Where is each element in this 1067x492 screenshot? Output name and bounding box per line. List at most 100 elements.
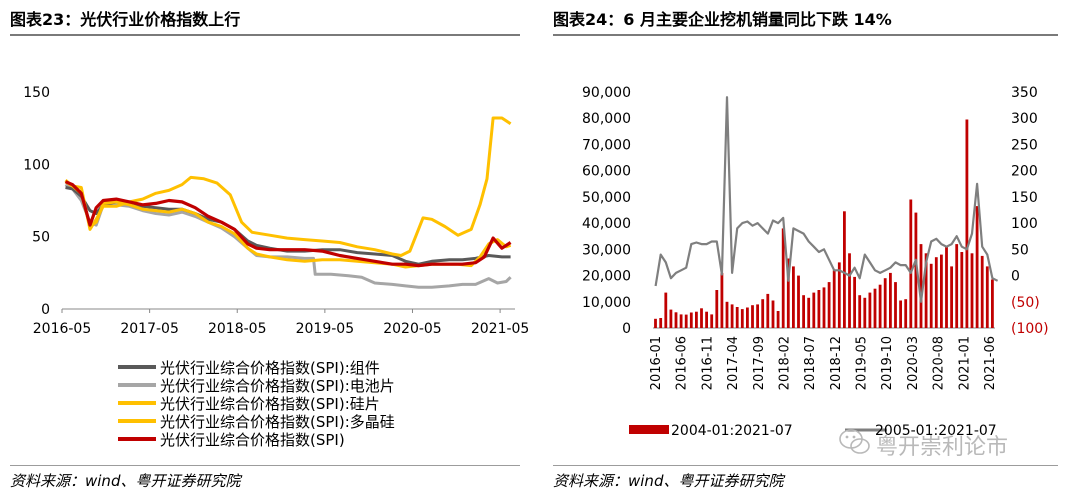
bar xyxy=(674,312,678,328)
bar xyxy=(970,253,974,328)
legend-label-4: 光伏行业综合价格指数(SPI) xyxy=(160,431,345,449)
right-y-tick-label: 150 xyxy=(1011,190,1038,206)
left-chart-title: 图表23：光伏行业价格指数上行 xyxy=(10,10,241,29)
bar xyxy=(695,311,698,328)
bar xyxy=(909,199,913,328)
left-source-rule xyxy=(10,465,520,466)
bar xyxy=(807,297,811,328)
bar xyxy=(654,318,657,328)
bar xyxy=(924,253,928,328)
left-y-tick-label: 40,000 xyxy=(582,216,631,232)
legend-swatch-bar xyxy=(629,425,669,434)
bar xyxy=(929,263,933,328)
watermark: 粤开崇利论市 xyxy=(838,425,1052,461)
bar xyxy=(883,278,887,328)
left-y-tick-label: 10,000 xyxy=(582,295,631,311)
bar xyxy=(817,290,821,328)
right-y-tick-label: 350 xyxy=(1011,85,1038,101)
bar xyxy=(940,254,943,328)
bar xyxy=(725,301,729,328)
left-y-tick-label: 30,000 xyxy=(582,242,631,258)
bar xyxy=(659,318,663,328)
x-tick-label: 2016-05 xyxy=(33,321,92,337)
series-line-yoy xyxy=(654,96,999,303)
left-y-tick-label: 20,000 xyxy=(582,269,631,285)
bar xyxy=(837,262,841,328)
right-title-rule xyxy=(553,34,1058,36)
right-source-rule xyxy=(553,465,1058,466)
bar xyxy=(853,276,856,328)
wechat-icon xyxy=(839,429,870,454)
bar xyxy=(873,288,877,328)
bar xyxy=(705,311,708,328)
left-y-tick-label: 60,000 xyxy=(582,164,631,180)
bar xyxy=(991,279,994,328)
left-y-tick-label: 80,000 xyxy=(582,111,631,127)
series-line-4 xyxy=(64,180,512,268)
right-y-tick-label: 100 xyxy=(1011,216,1038,232)
x-tick-label: 2019-10 xyxy=(880,336,895,390)
bar xyxy=(975,206,979,328)
x-tick-label: 2018-12 xyxy=(829,336,844,390)
y-tick-label: 100 xyxy=(23,157,50,173)
bar xyxy=(822,287,826,328)
bar xyxy=(751,305,754,328)
x-tick-label: 2020-08 xyxy=(932,336,947,390)
bar xyxy=(832,270,836,328)
bar xyxy=(740,309,744,328)
bar xyxy=(664,292,668,328)
y-tick-label: 0 xyxy=(41,302,50,318)
bar xyxy=(761,299,765,328)
bar xyxy=(843,211,846,328)
left-y-tick-label: 50,000 xyxy=(582,190,631,206)
bar xyxy=(679,314,683,328)
right-chart: 0 10,000 20,000 30,000 40,000 50,000 60,000 70,… xyxy=(582,85,1049,439)
right-source: 资料来源：wind、粤开证券研究院 xyxy=(553,472,784,490)
bar xyxy=(720,272,724,328)
x-tick-label: 2019-05 xyxy=(296,321,355,337)
right-y-tick-label: (50) xyxy=(1011,295,1040,311)
bar xyxy=(710,314,714,328)
right-y-tick-label: 200 xyxy=(1011,164,1038,180)
bar xyxy=(863,297,867,328)
left-y-tick-label: 90,000 xyxy=(582,85,631,101)
bar xyxy=(960,252,964,328)
bar xyxy=(914,212,918,328)
right-y-tick-label: 50 xyxy=(1011,242,1029,258)
bar xyxy=(689,312,693,328)
bar xyxy=(868,292,872,328)
left-title-rule xyxy=(10,34,520,36)
x-tick-label: 2016-06 xyxy=(675,336,690,390)
bar xyxy=(730,304,734,328)
bar xyxy=(934,257,938,328)
bar xyxy=(894,282,897,328)
bar xyxy=(858,295,862,328)
series-line-2 xyxy=(64,116,512,257)
legend-label-3: 光伏行业综合价格指数(SPI):多晶硅 xyxy=(160,413,395,431)
bar xyxy=(776,311,780,328)
bar xyxy=(899,300,902,328)
x-tick-label: 2020-05 xyxy=(383,321,442,337)
bar xyxy=(878,284,882,328)
x-tick-label: 2019-05 xyxy=(855,336,870,390)
bar xyxy=(735,307,739,328)
x-tick-label: 2017-04 xyxy=(726,336,741,390)
bar xyxy=(756,304,759,328)
left-chart: 0 50 100 150 2016-05 2017-05 2018-05 2019-05 202… xyxy=(23,85,530,449)
x-tick-label: 2018-07 xyxy=(803,336,818,390)
bar xyxy=(802,295,805,328)
x-tick-label: 2016-11 xyxy=(700,336,715,390)
bar xyxy=(746,307,749,328)
x-tick-label: 2018-02 xyxy=(778,336,793,390)
bar xyxy=(919,244,923,328)
bar xyxy=(786,258,790,328)
right-y-tick-label: 0 xyxy=(1011,269,1020,285)
left-y-tick-label: 70,000 xyxy=(582,137,631,153)
x-tick-label: 2021-05 xyxy=(471,321,530,337)
bar xyxy=(889,272,892,328)
bar xyxy=(669,309,673,328)
bar xyxy=(781,228,785,328)
x-tick-label: 2021-06 xyxy=(983,336,998,390)
watermark-text: 粤开崇利论市 xyxy=(876,435,1009,460)
x-tick-label: 2021-01 xyxy=(957,336,972,390)
